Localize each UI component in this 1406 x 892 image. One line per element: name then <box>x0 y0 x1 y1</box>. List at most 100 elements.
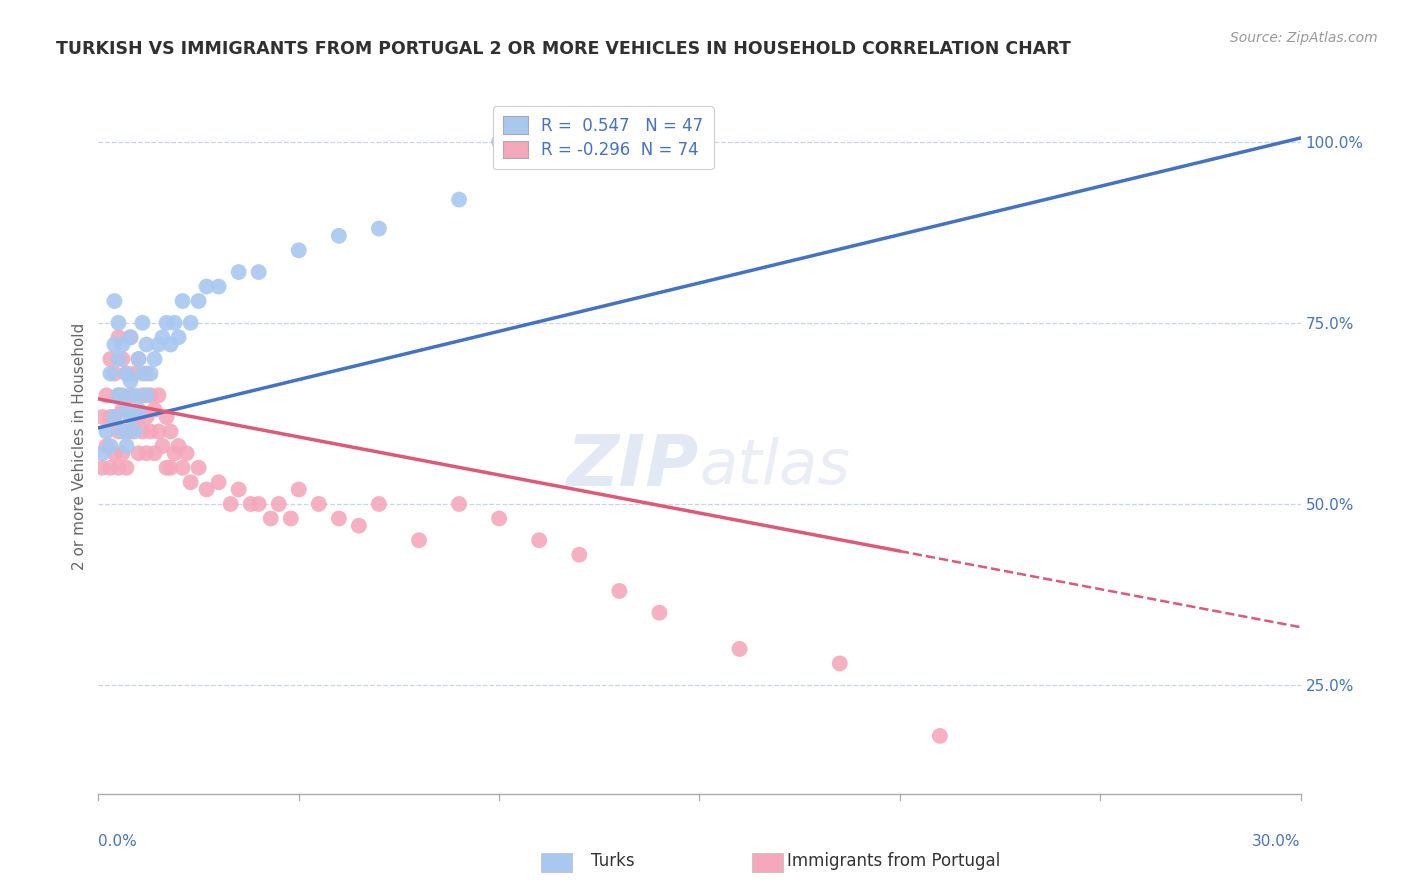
Point <box>128 352 150 367</box>
Point <box>148 425 170 439</box>
Point <box>115 425 138 439</box>
Point <box>159 460 181 475</box>
Point <box>152 330 174 344</box>
Point <box>172 460 194 475</box>
Point <box>100 439 122 453</box>
Point <box>180 316 202 330</box>
Text: atlas: atlas <box>700 437 851 497</box>
Point <box>107 330 129 344</box>
Point <box>103 337 125 351</box>
Point <box>143 352 166 367</box>
Point <box>131 316 153 330</box>
Point <box>408 533 430 548</box>
Text: Turks: Turks <box>591 852 634 870</box>
Point <box>219 497 242 511</box>
Point <box>131 388 153 402</box>
Point <box>120 330 142 344</box>
Point <box>131 425 153 439</box>
Point <box>148 337 170 351</box>
Point <box>288 244 311 258</box>
Point <box>120 374 142 388</box>
Point <box>124 367 146 381</box>
Point <box>100 410 122 425</box>
Point <box>120 425 142 439</box>
Point <box>107 316 129 330</box>
Point <box>208 475 231 490</box>
Point <box>111 352 134 367</box>
Text: Immigrants from Portugal: Immigrants from Portugal <box>787 852 1001 870</box>
Point <box>195 483 218 497</box>
Point <box>100 367 122 381</box>
Point <box>96 439 118 453</box>
Point <box>247 497 270 511</box>
Point <box>328 228 350 243</box>
Point <box>111 388 134 402</box>
Text: 30.0%: 30.0% <box>1253 834 1301 849</box>
Point <box>124 425 146 439</box>
Point <box>228 483 250 497</box>
Point <box>143 446 166 460</box>
Point <box>609 584 631 599</box>
Point <box>120 330 142 344</box>
Point <box>239 497 262 511</box>
Point <box>115 367 138 381</box>
Point <box>143 402 166 417</box>
Point <box>187 460 209 475</box>
Point <box>176 446 198 460</box>
Point <box>529 533 551 548</box>
Point <box>167 330 190 344</box>
Point <box>288 483 311 497</box>
Point <box>152 439 174 453</box>
Point <box>308 497 330 511</box>
Point <box>120 410 142 425</box>
Point <box>128 402 150 417</box>
Point <box>103 294 125 309</box>
Point <box>172 294 194 309</box>
Text: TURKISH VS IMMIGRANTS FROM PORTUGAL 2 OR MORE VEHICLES IN HOUSEHOLD CORRELATION : TURKISH VS IMMIGRANTS FROM PORTUGAL 2 OR… <box>56 40 1071 58</box>
Point <box>180 475 202 490</box>
Point <box>728 642 751 657</box>
Point <box>103 410 125 425</box>
Point <box>228 265 250 279</box>
Point <box>155 460 177 475</box>
Y-axis label: 2 or more Vehicles in Household: 2 or more Vehicles in Household <box>72 322 87 570</box>
Point <box>148 388 170 402</box>
Text: 0.0%: 0.0% <box>98 834 138 849</box>
Point <box>648 606 671 620</box>
Point <box>103 446 125 460</box>
Point <box>139 425 162 439</box>
Point <box>135 388 157 402</box>
Point <box>96 425 118 439</box>
Point <box>568 548 591 562</box>
Point <box>115 402 138 417</box>
Point <box>155 316 177 330</box>
Point <box>91 446 114 460</box>
Point <box>187 294 209 309</box>
Point <box>195 279 218 293</box>
Point <box>167 439 190 453</box>
Point <box>111 402 134 417</box>
Point <box>135 410 157 425</box>
Point <box>247 265 270 279</box>
Point <box>128 352 150 367</box>
Point <box>111 446 134 460</box>
Point <box>91 410 114 425</box>
Point <box>107 460 129 475</box>
Point <box>124 410 146 425</box>
Point <box>163 316 186 330</box>
Point <box>103 367 125 381</box>
Point <box>260 511 283 525</box>
Point <box>328 511 350 525</box>
Point <box>131 367 153 381</box>
Text: Source: ZipAtlas.com: Source: ZipAtlas.com <box>1230 31 1378 45</box>
Point <box>368 497 391 511</box>
Point <box>828 657 851 671</box>
Point <box>267 497 290 511</box>
Legend: R =  0.547   N = 47, R = -0.296  N = 74: R = 0.547 N = 47, R = -0.296 N = 74 <box>494 106 713 169</box>
Point <box>115 460 138 475</box>
Point <box>447 193 470 207</box>
Point <box>163 446 186 460</box>
Point <box>929 729 952 743</box>
Point <box>488 135 510 149</box>
Point <box>128 410 150 425</box>
